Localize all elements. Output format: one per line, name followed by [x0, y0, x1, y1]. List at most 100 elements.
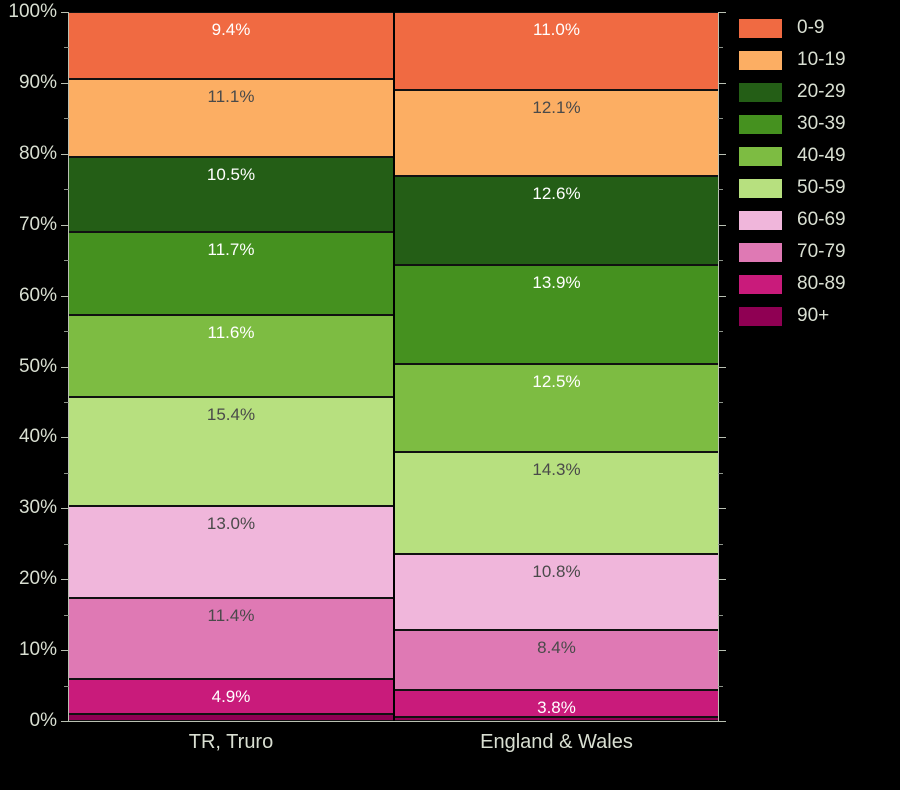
y-axis-tick-label: 70% — [18, 213, 57, 235]
legend-item-label: 0-9 — [797, 17, 825, 38]
bar-segment[interactable]: 12.5% — [395, 363, 718, 453]
y-axis-minor-tick — [64, 614, 69, 616]
bar-segment[interactable]: 12.6% — [395, 175, 718, 266]
legend-item-label: 70-79 — [797, 241, 846, 262]
y-axis-tick-label: 60% — [18, 284, 57, 306]
bar-segment-value-label: 11.4% — [207, 606, 255, 626]
bar-segment-value-label: 11.0% — [533, 20, 580, 39]
bar-segment[interactable]: 10.5% — [69, 157, 393, 232]
y-axis-minor-tick-right — [718, 260, 723, 262]
bar-segment-value-label: 11.1% — [207, 86, 255, 106]
legend-item[interactable]: 40-49 — [738, 140, 898, 172]
x-axis-label-england-wales: England & Wales — [480, 731, 633, 753]
y-axis-tick-label: 100% — [8, 1, 57, 22]
y-axis-tick-label: 30% — [18, 497, 57, 519]
y-axis-minor-tick — [64, 47, 69, 49]
bar-tr-truro[interactable]: 9.4% 11.1% 10.5% 11.7% 11.6% 15.4% 13.0% 11.4% 4… — [69, 12, 393, 721]
legend-color-swatch — [738, 49, 783, 71]
bar-segment[interactable]: 4.9% — [69, 679, 393, 714]
bar-segment[interactable]: 11.1% — [69, 78, 393, 158]
y-axis-tick-right — [718, 82, 726, 84]
bar-segment[interactable]: 13.0% — [69, 506, 393, 599]
legend-color-swatch — [738, 145, 783, 167]
bar-segment-value-label: 10.5% — [206, 165, 256, 185]
y-axis-tick — [61, 508, 69, 510]
bar-segment[interactable]: 3.8% — [395, 689, 718, 717]
y-axis-minor-tick — [64, 401, 69, 403]
y-axis-tick-label: 40% — [18, 426, 57, 448]
y-axis-minor-tick — [64, 260, 69, 262]
legend-item[interactable]: 0-9 — [738, 12, 898, 44]
y-axis-minor-tick-right — [718, 331, 723, 333]
legend-item-label: 50-59 — [797, 177, 846, 198]
bar-segment-value-label: 9.4% — [211, 20, 251, 39]
legend-item[interactable]: 10-19 — [738, 44, 898, 76]
legend-item-label: 10-19 — [797, 49, 846, 70]
legend-item[interactable]: 50-59 — [738, 172, 898, 204]
bar-segment-value-label: 3.8% — [537, 697, 576, 717]
legend-item[interactable]: 70-79 — [738, 236, 898, 268]
bar-segment[interactable]: 15.4% — [69, 396, 393, 507]
y-axis-tick — [61, 295, 69, 297]
bar-segment[interactable] — [69, 713, 393, 721]
bar-segment[interactable]: 11.6% — [69, 314, 393, 397]
y-axis-minor-tick-right — [718, 685, 723, 687]
y-axis-tick-right — [718, 366, 726, 368]
y-axis-minor-tick — [64, 118, 69, 120]
legend-item[interactable]: 60-69 — [738, 204, 898, 236]
y-axis-minor-tick — [64, 543, 69, 545]
y-axis-tick-label: 10% — [18, 639, 57, 661]
bar-segment-value-label: 10.8% — [532, 561, 581, 581]
legend-color-swatch — [738, 113, 783, 135]
y-axis-minor-tick — [64, 189, 69, 191]
y-axis-tick-right — [718, 508, 726, 510]
legend-item[interactable]: 90+ — [738, 300, 898, 332]
bar-segment[interactable]: 8.4% — [395, 630, 718, 690]
y-axis-tick — [61, 437, 69, 439]
bar-segment-value-label: 13.0% — [206, 514, 256, 534]
legend-item[interactable]: 20-29 — [738, 76, 898, 108]
x-axis-line — [68, 721, 719, 722]
bar-segment[interactable]: 11.4% — [69, 598, 393, 680]
y-axis-minor-tick-right — [718, 472, 723, 474]
bar-segment[interactable]: 14.3% — [395, 452, 718, 554]
y-axis-minor-tick-right — [718, 47, 723, 49]
y-axis-tick — [61, 12, 69, 13]
y-axis-tick-label: 80% — [18, 142, 57, 164]
legend-item[interactable]: 30-39 — [738, 108, 898, 140]
bar-segment-value-label: 13.9% — [532, 273, 581, 293]
legend-item-label: 30-39 — [797, 113, 846, 134]
y-axis-tick-right — [718, 650, 726, 652]
legend: 0-9 10-19 20-29 30-39 40-49 50-59 60-69 70-79 80… — [738, 12, 898, 332]
y-axis-minor-tick-right — [718, 401, 723, 403]
bar-segment-value-label: 12.1% — [532, 97, 581, 117]
bar-segment[interactable]: 10.8% — [395, 553, 718, 631]
y-axis-tick — [61, 366, 69, 368]
legend-color-swatch — [738, 305, 783, 327]
legend-item-label: 80-89 — [797, 273, 846, 294]
legend-item-label: 20-29 — [797, 81, 846, 102]
bar-segment[interactable]: 13.9% — [395, 265, 718, 364]
y-axis-tick-label: 50% — [18, 355, 57, 377]
y-axis-minor-tick-right — [718, 189, 723, 191]
bar-segment[interactable]: 12.1% — [395, 89, 718, 176]
bar-england-wales[interactable]: 11.0% 12.1% 12.6% 13.9% 12.5% 14.3% 10.8% 8.4% 3… — [395, 12, 718, 721]
legend-item-label: 90+ — [797, 305, 830, 326]
y-axis-tick — [61, 224, 69, 226]
bar-segment[interactable]: 11.0% — [395, 12, 718, 90]
y-axis-tick-right — [718, 579, 726, 581]
y-axis-tick-label: 90% — [18, 71, 57, 93]
legend-item-label: 60-69 — [797, 209, 846, 230]
bar-segment[interactable]: 11.7% — [69, 231, 393, 315]
legend-color-swatch — [738, 177, 783, 199]
bar-segment[interactable]: 9.4% — [69, 12, 393, 79]
legend-color-swatch — [738, 209, 783, 231]
bar-segment-value-label: 12.5% — [532, 371, 581, 391]
bar-segment[interactable] — [395, 716, 718, 721]
legend-item[interactable]: 80-89 — [738, 268, 898, 300]
y-axis-tick — [61, 579, 69, 581]
y-axis-tick-right — [718, 153, 726, 155]
y-axis-minor-tick — [64, 685, 69, 687]
y-axis-tick-right — [718, 295, 726, 297]
